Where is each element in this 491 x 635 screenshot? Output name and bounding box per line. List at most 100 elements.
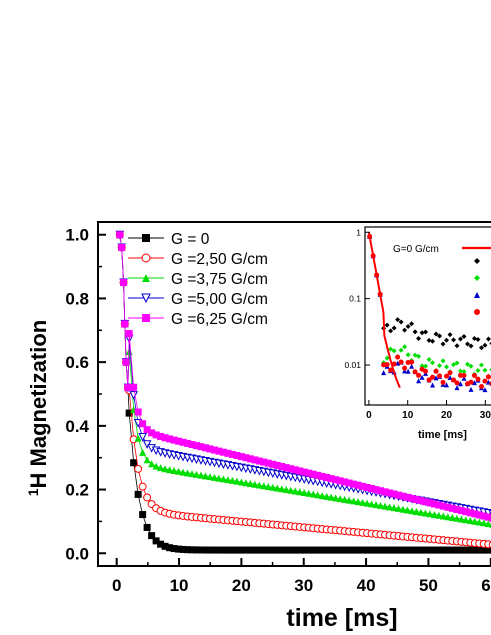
data-point xyxy=(251,480,259,488)
data-point xyxy=(246,479,254,487)
data-point xyxy=(354,546,362,554)
data-point xyxy=(197,546,205,554)
x-axis-label: time [ms] xyxy=(286,604,397,632)
data-point xyxy=(314,491,322,499)
inset-data-point xyxy=(388,328,394,334)
data-point xyxy=(323,474,331,482)
data-point xyxy=(448,514,456,522)
inset-data-point xyxy=(437,333,443,339)
data-point xyxy=(237,478,245,486)
data-point xyxy=(242,454,250,462)
inset-x-axis-label: time [ms] xyxy=(418,429,467,441)
data-point xyxy=(122,358,130,366)
data-point xyxy=(116,231,124,239)
legend-item: G =6,25 G/cm xyxy=(128,311,268,328)
inset-data-point xyxy=(391,348,397,354)
inset-data-point xyxy=(451,362,457,368)
inset-data-point xyxy=(478,383,484,389)
data-point xyxy=(206,546,214,554)
data-point xyxy=(480,512,488,520)
data-point xyxy=(412,507,420,515)
data-point xyxy=(175,467,183,475)
inset-data-point xyxy=(447,370,453,376)
data-point xyxy=(430,510,438,518)
inset-data-point xyxy=(440,358,446,364)
data-point xyxy=(484,520,491,528)
data-point xyxy=(201,472,209,480)
data-point xyxy=(269,460,277,468)
y-axis-label: 1H Magnetization xyxy=(25,320,51,496)
inset-data-point xyxy=(437,373,443,379)
data-point xyxy=(125,330,133,338)
data-point xyxy=(143,456,151,464)
data-point xyxy=(341,546,349,554)
inset-data-point xyxy=(444,337,450,343)
data-point xyxy=(439,512,447,520)
inset-data-point xyxy=(468,343,474,349)
data-point xyxy=(435,511,443,519)
inset-data-point xyxy=(426,337,432,343)
data-point xyxy=(148,532,156,540)
inset-data-point xyxy=(437,363,443,369)
inset-data-point xyxy=(485,374,491,380)
data-point xyxy=(381,546,389,554)
data-point xyxy=(124,384,132,392)
data-point xyxy=(246,455,254,463)
data-point xyxy=(332,494,340,502)
data-point xyxy=(462,508,470,516)
data-point xyxy=(309,470,317,478)
data-point xyxy=(480,546,488,554)
inset-x-tick-label: 20 xyxy=(441,410,453,421)
data-point xyxy=(215,474,223,482)
data-point xyxy=(278,546,286,554)
main-plot xyxy=(97,221,491,567)
data-point xyxy=(273,484,281,492)
data-point xyxy=(305,469,313,477)
data-point xyxy=(399,546,407,554)
data-point xyxy=(336,477,344,485)
inset-data-point xyxy=(409,359,415,365)
data-point xyxy=(251,456,259,464)
inset-legend-marker xyxy=(474,275,480,281)
inset-data-point xyxy=(485,336,491,342)
legend-label: G =2,50 G/cm xyxy=(171,251,268,268)
data-point xyxy=(161,434,169,442)
data-point xyxy=(350,480,358,488)
inset-data-point xyxy=(464,361,470,367)
data-point xyxy=(345,496,353,504)
data-point xyxy=(134,490,142,498)
data-point xyxy=(197,471,205,479)
data-point xyxy=(453,546,461,554)
data-point xyxy=(118,243,126,251)
data-point xyxy=(184,546,192,554)
inset-data-point xyxy=(444,364,450,370)
data-point xyxy=(408,507,416,515)
data-point xyxy=(412,546,420,554)
data-point xyxy=(184,469,192,477)
data-point xyxy=(278,485,286,493)
data-point xyxy=(152,462,160,470)
y-tick-label: 0.8 xyxy=(65,289,89,308)
data-point xyxy=(242,479,250,487)
data-point xyxy=(435,546,443,554)
inset-data-point xyxy=(447,332,453,338)
legend-label: G =5,00 G/cm xyxy=(171,291,268,308)
data-point xyxy=(170,545,178,553)
inset-data-point xyxy=(402,344,408,350)
inset-data-point xyxy=(475,368,481,374)
inset-chart: 0 10 20 30 0.01 0.1 1 time [ms] G=0 G/cm xyxy=(344,226,491,441)
inset-data-point xyxy=(423,329,429,335)
data-point xyxy=(457,546,465,554)
data-point xyxy=(466,546,474,554)
inset-data-point xyxy=(433,375,439,381)
y-axis-label-superscript: 1 xyxy=(25,488,41,496)
legend-label: G =3,75 G/cm xyxy=(171,271,268,288)
data-point xyxy=(457,507,465,515)
data-point xyxy=(148,460,156,468)
inset-data-point xyxy=(426,377,432,383)
inset-data-point xyxy=(405,352,411,358)
data-point xyxy=(368,546,376,554)
inset-x-tick-label: 10 xyxy=(402,410,414,421)
data-point xyxy=(296,467,304,475)
inset-data-point xyxy=(454,380,460,386)
